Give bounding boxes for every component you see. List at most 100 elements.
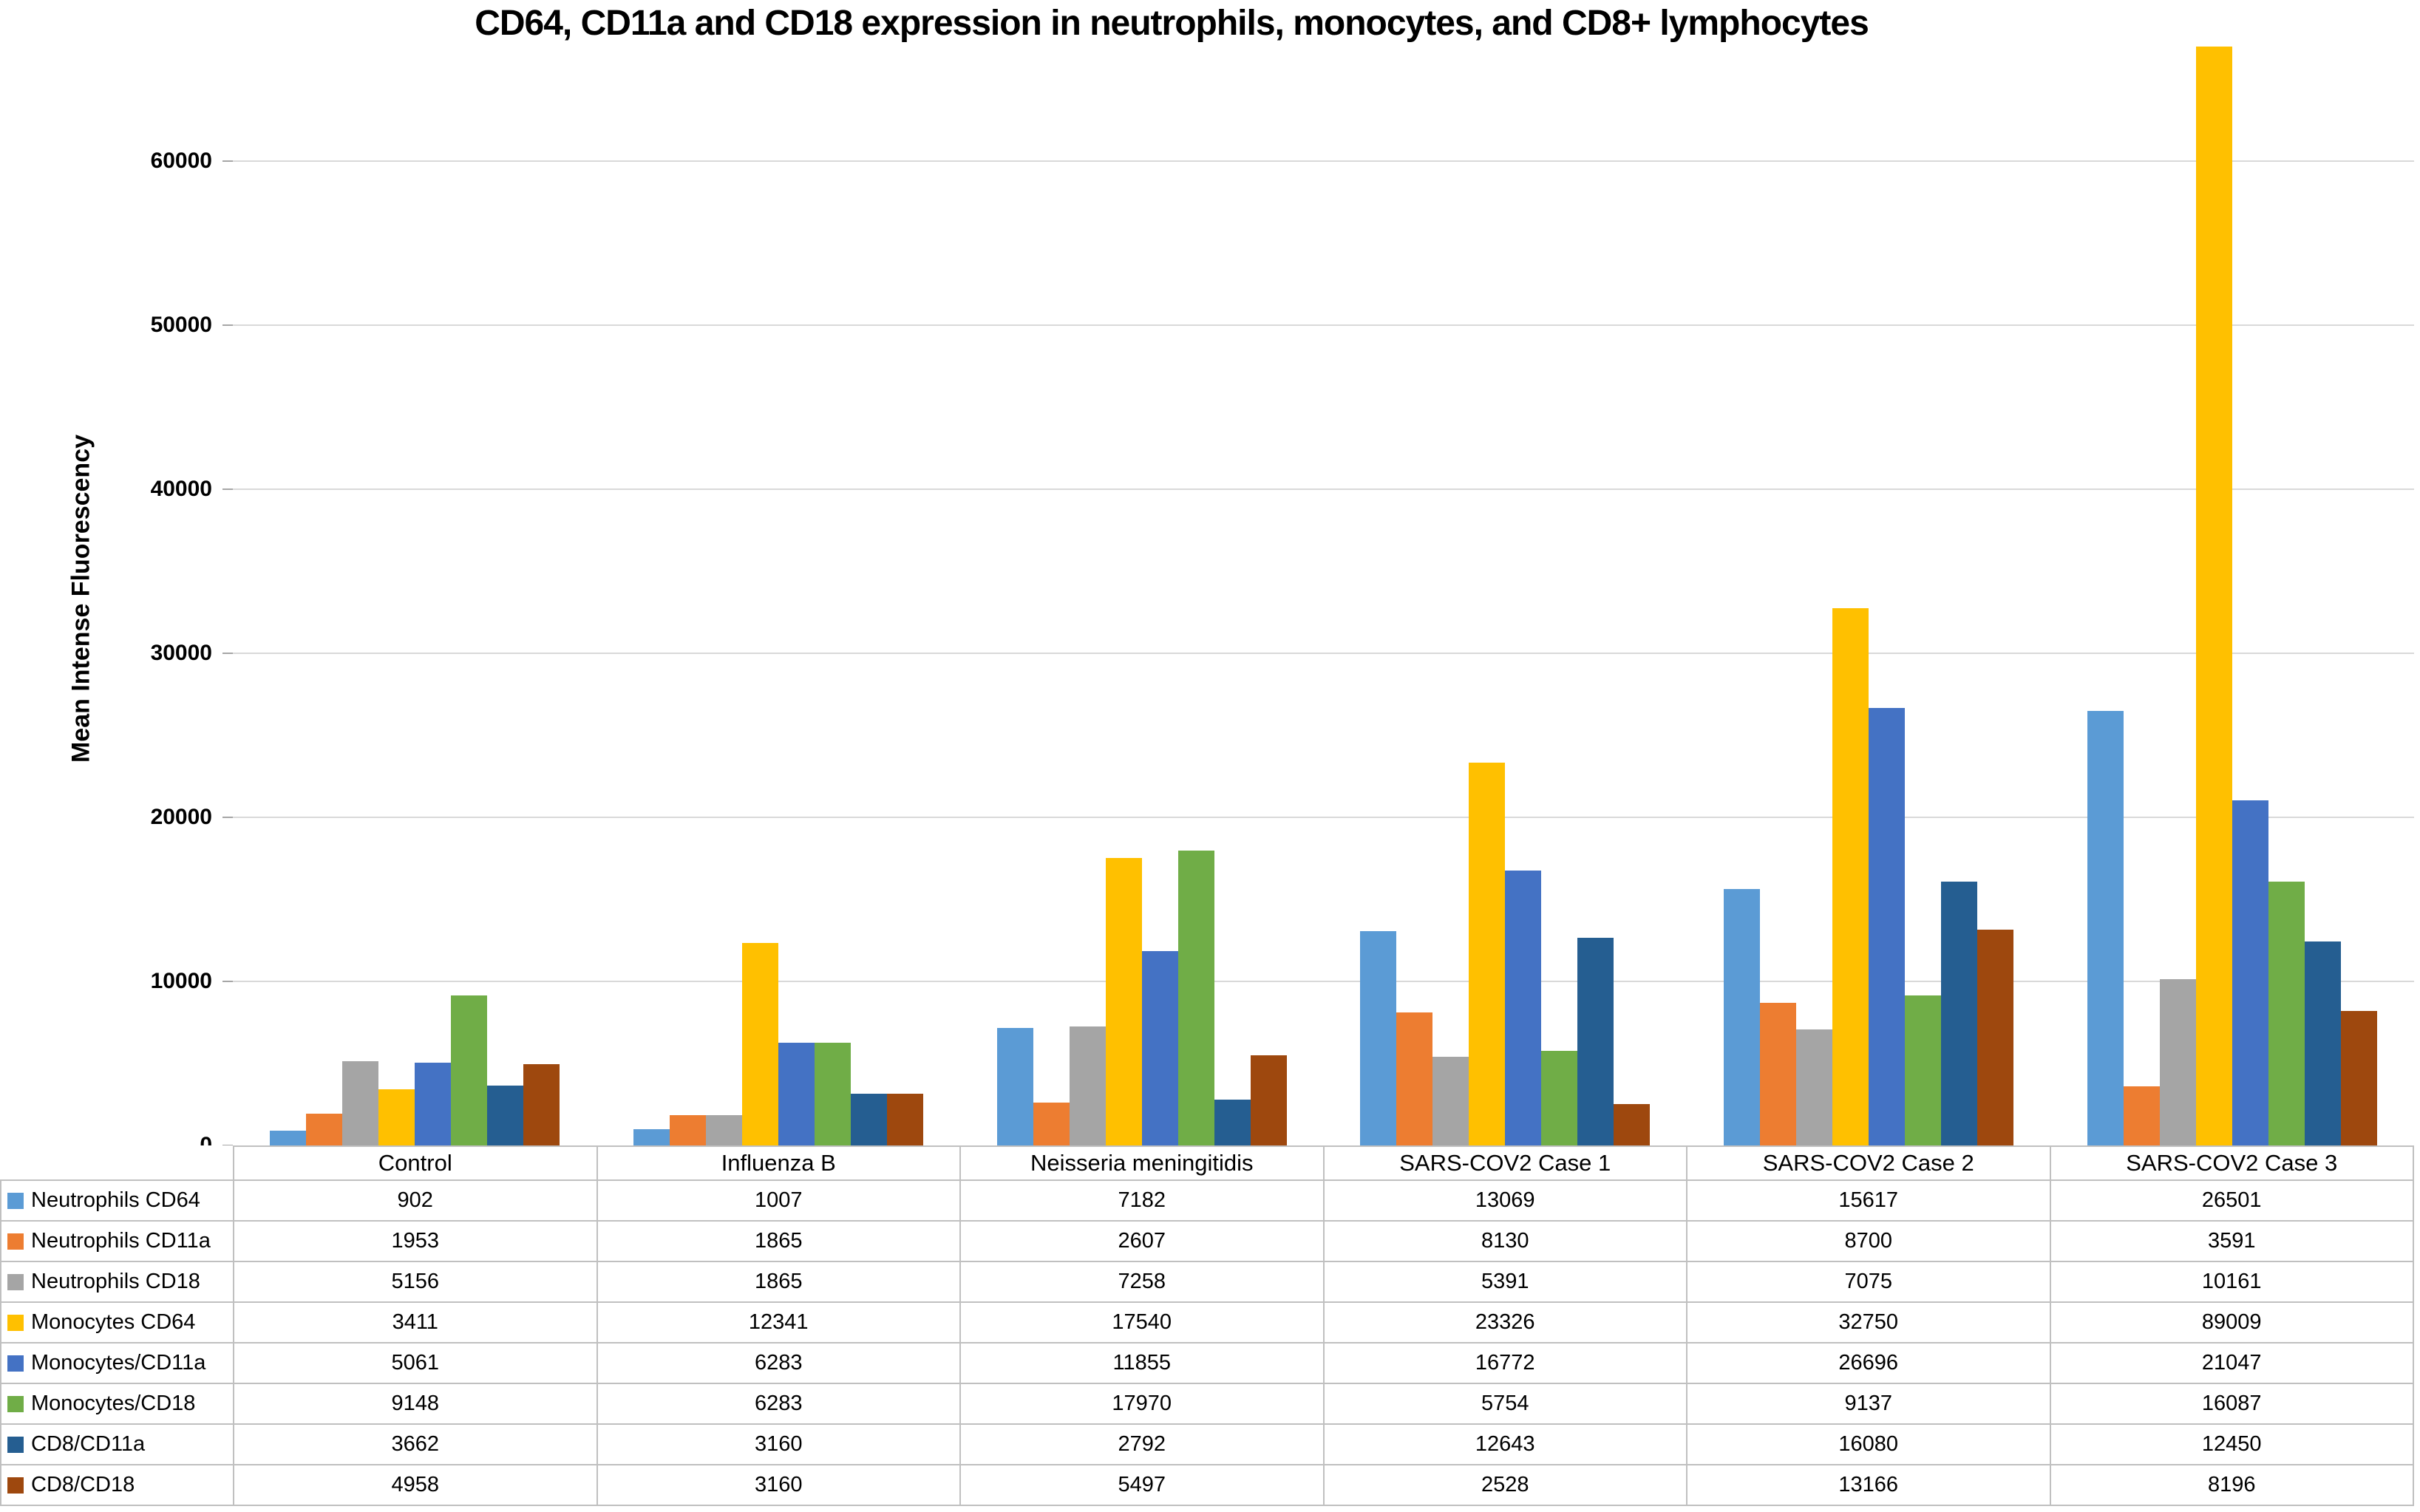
series-name: Monocytes/CD11a (31, 1351, 206, 1375)
series-label-cell-neutrophils-cd64: Neutrophils CD64 (0, 1179, 234, 1222)
value-neutrophils-cd64-control: 902 (233, 1179, 598, 1222)
value-monocytes-cd64-sars-cov2-case-3: 89009 (2049, 1301, 2414, 1344)
bar-neutrophils-cd64-sars-cov2-case-3 (2087, 710, 2124, 1145)
column-header-sars-cov2-case-1: SARS-COV2 Case 1 (1322, 1145, 1687, 1181)
bar-neutrophils-cd64-influenza-b (633, 1128, 670, 1145)
series-row-cd8-cd11a: CD8/CD11a 3662 3160 2792 12643 16080 12450 (0, 1423, 2414, 1465)
bar-cd8-cd18-sars-cov2-case-3 (2341, 1011, 2378, 1145)
value-neutrophils-cd11a-influenza-b: 1865 (596, 1220, 961, 1262)
column-header-sars-cov2-case-3: SARS-COV2 Case 3 (2049, 1145, 2414, 1181)
legend-swatch-monocytes-cd11a (7, 1355, 24, 1372)
series-row-monocytes-cd18: Monocytes/CD18 9148 6283 17970 5754 9137 16087 (0, 1383, 2414, 1425)
series-label-cell-monocytes-cd18: Monocytes/CD18 (0, 1383, 234, 1425)
series-label-cell-neutrophils-cd11a: Neutrophils CD11a (0, 1220, 234, 1262)
bar-groups (233, 47, 2414, 1145)
bar-neutrophils-cd18-sars-cov2-case-3 (2160, 978, 2197, 1145)
series-name: Monocytes CD64 (31, 1310, 196, 1334)
value-neutrophils-cd64-influenza-b: 1007 (596, 1179, 961, 1222)
value-neutrophils-cd18-sars-cov2-case-2: 7075 (1686, 1261, 2051, 1303)
bar-monocytes-cd64-neisseria-meningitidis (1105, 857, 1142, 1145)
value-neutrophils-cd18-sars-cov2-case-3: 10161 (2049, 1261, 2414, 1303)
value-monocytes-cd11a-sars-cov2-case-1: 16772 (1322, 1342, 1687, 1384)
bar-neutrophils-cd11a-sars-cov2-case-1 (1396, 1012, 1433, 1145)
bar-monocytes-cd64-sars-cov2-case-3 (2196, 47, 2233, 1145)
series-label: Monocytes CD64 (2, 1310, 232, 1335)
bar-monocytes-cd11a-control (414, 1062, 451, 1145)
bar-group-sars-cov2-case-3 (2050, 47, 2414, 1145)
series-row-neutrophils-cd64: Neutrophils CD64 902 1007 7182 13069 15617 265… (0, 1179, 2414, 1222)
legend-swatch-neutrophils-cd18 (7, 1273, 24, 1290)
table-corner-cell (1, 1146, 234, 1180)
bar-group-influenza-b (596, 47, 960, 1145)
value-cd8-cd18-control: 4958 (233, 1464, 598, 1506)
bar-cd8-cd11a-influenza-b (850, 1093, 887, 1145)
bar-monocytes-cd64-sars-cov2-case-1 (1469, 763, 1506, 1145)
series-name: CD8/CD11a (31, 1432, 146, 1456)
legend-swatch-cd8-cd11a (7, 1436, 24, 1453)
legend-swatch-monocytes-cd18 (7, 1395, 24, 1412)
bar-monocytes-cd11a-sars-cov2-case-1 (1505, 870, 1542, 1145)
y-tick-label-50000: 50000 (150, 313, 212, 338)
column-header-sars-cov2-case-2: SARS-COV2 Case 2 (1686, 1145, 2051, 1181)
gridline-30000 (233, 653, 2414, 655)
bar-monocytes-cd64-control (378, 1089, 415, 1145)
y-tick-mark-10000 (222, 981, 233, 983)
bar-monocytes-cd11a-neisseria-meningitidis (1141, 950, 1178, 1145)
value-monocytes-cd18-sars-cov2-case-1: 5754 (1322, 1383, 1687, 1425)
legend-swatch-monocytes-cd64 (7, 1314, 24, 1331)
bar-cd8-cd18-sars-cov2-case-1 (1614, 1103, 1651, 1145)
gridline-50000 (233, 324, 2414, 327)
bar-neutrophils-cd64-control (269, 1130, 306, 1145)
legend-swatch-neutrophils-cd11a (7, 1233, 24, 1250)
bar-cd8-cd18-influenza-b (886, 1093, 923, 1145)
series-label-cell-monocytes-cd11a: Monocytes/CD11a (0, 1342, 234, 1384)
y-tick-label-40000: 40000 (150, 477, 212, 502)
series-label-cell-neutrophils-cd18: Neutrophils CD18 (0, 1261, 234, 1303)
value-cd8-cd18-influenza-b: 3160 (596, 1464, 961, 1506)
table-header-row: Control Influenza B Neisseria meningitidis… (1, 1145, 2414, 1181)
value-neutrophils-cd64-sars-cov2-case-1: 13069 (1322, 1179, 1687, 1222)
plot-area (233, 47, 2414, 1145)
bar-monocytes-cd18-sars-cov2-case-1 (1541, 1051, 1578, 1145)
legend-swatch-neutrophils-cd64 (7, 1192, 24, 1209)
y-tick-label-30000: 30000 (150, 641, 212, 666)
bar-neutrophils-cd64-sars-cov2-case-1 (1360, 930, 1397, 1145)
bar-monocytes-cd18-influenza-b (814, 1042, 851, 1145)
series-name: CD8/CD18 (31, 1473, 135, 1496)
bar-neutrophils-cd18-control (341, 1060, 378, 1145)
y-tick-label-20000: 20000 (150, 805, 212, 830)
bar-neutrophils-cd11a-sars-cov2-case-2 (1760, 1002, 1797, 1145)
bar-group-neisseria-meningitidis (960, 47, 1324, 1145)
series-label: CD8/CD18 (2, 1473, 232, 1497)
series-name: Monocytes/CD18 (31, 1392, 196, 1415)
bar-neutrophils-cd11a-control (305, 1113, 342, 1145)
value-cd8-cd11a-control: 3662 (233, 1423, 598, 1465)
value-neutrophils-cd11a-sars-cov2-case-3: 3591 (2049, 1220, 2414, 1262)
value-monocytes-cd11a-control: 5061 (233, 1342, 598, 1384)
series-row-neutrophils-cd11a: Neutrophils CD11a 1953 1865 2607 8130 8700 359… (0, 1220, 2414, 1262)
chart-title: CD64, CD11a and CD18 expression in neutr… (475, 4, 1869, 43)
bar-cd8-cd11a-sars-cov2-case-3 (2305, 941, 2342, 1145)
series-label: CD8/CD11a (2, 1432, 232, 1457)
bar-cd8-cd11a-sars-cov2-case-1 (1577, 938, 1614, 1145)
value-neutrophils-cd64-sars-cov2-case-2: 15617 (1686, 1179, 2051, 1222)
value-monocytes-cd64-sars-cov2-case-2: 32750 (1686, 1301, 2051, 1344)
value-neutrophils-cd11a-sars-cov2-case-1: 8130 (1322, 1220, 1687, 1262)
series-label: Monocytes/CD18 (2, 1392, 232, 1416)
value-neutrophils-cd11a-control: 1953 (233, 1220, 598, 1262)
value-monocytes-cd64-sars-cov2-case-1: 23326 (1322, 1301, 1687, 1344)
column-header-neisseria-meningitidis: Neisseria meningitidis (959, 1145, 1325, 1181)
value-cd8-cd11a-sars-cov2-case-3: 12450 (2049, 1423, 2414, 1465)
legend-swatch-cd8-cd18 (7, 1477, 24, 1494)
series-label-cell-monocytes-cd64: Monocytes CD64 (0, 1301, 234, 1344)
bar-neutrophils-cd11a-influenza-b (669, 1114, 706, 1145)
bar-monocytes-cd18-control (450, 995, 487, 1145)
series-row-monocytes-cd11a: Monocytes/CD11a 5061 6283 11855 16772 26696 21… (0, 1342, 2414, 1384)
data-table: Control Influenza B Neisseria meningitidis… (0, 1145, 2414, 1506)
value-cd8-cd18-sars-cov2-case-2: 13166 (1686, 1464, 2051, 1506)
bar-neutrophils-cd18-neisseria-meningitidis (1069, 1026, 1106, 1145)
series-label-cell-cd8-cd11a: CD8/CD11a (0, 1423, 234, 1465)
gridline-10000 (233, 981, 2414, 983)
value-monocytes-cd11a-neisseria-meningitidis: 11855 (959, 1342, 1325, 1384)
value-cd8-cd11a-sars-cov2-case-2: 16080 (1686, 1423, 2051, 1465)
